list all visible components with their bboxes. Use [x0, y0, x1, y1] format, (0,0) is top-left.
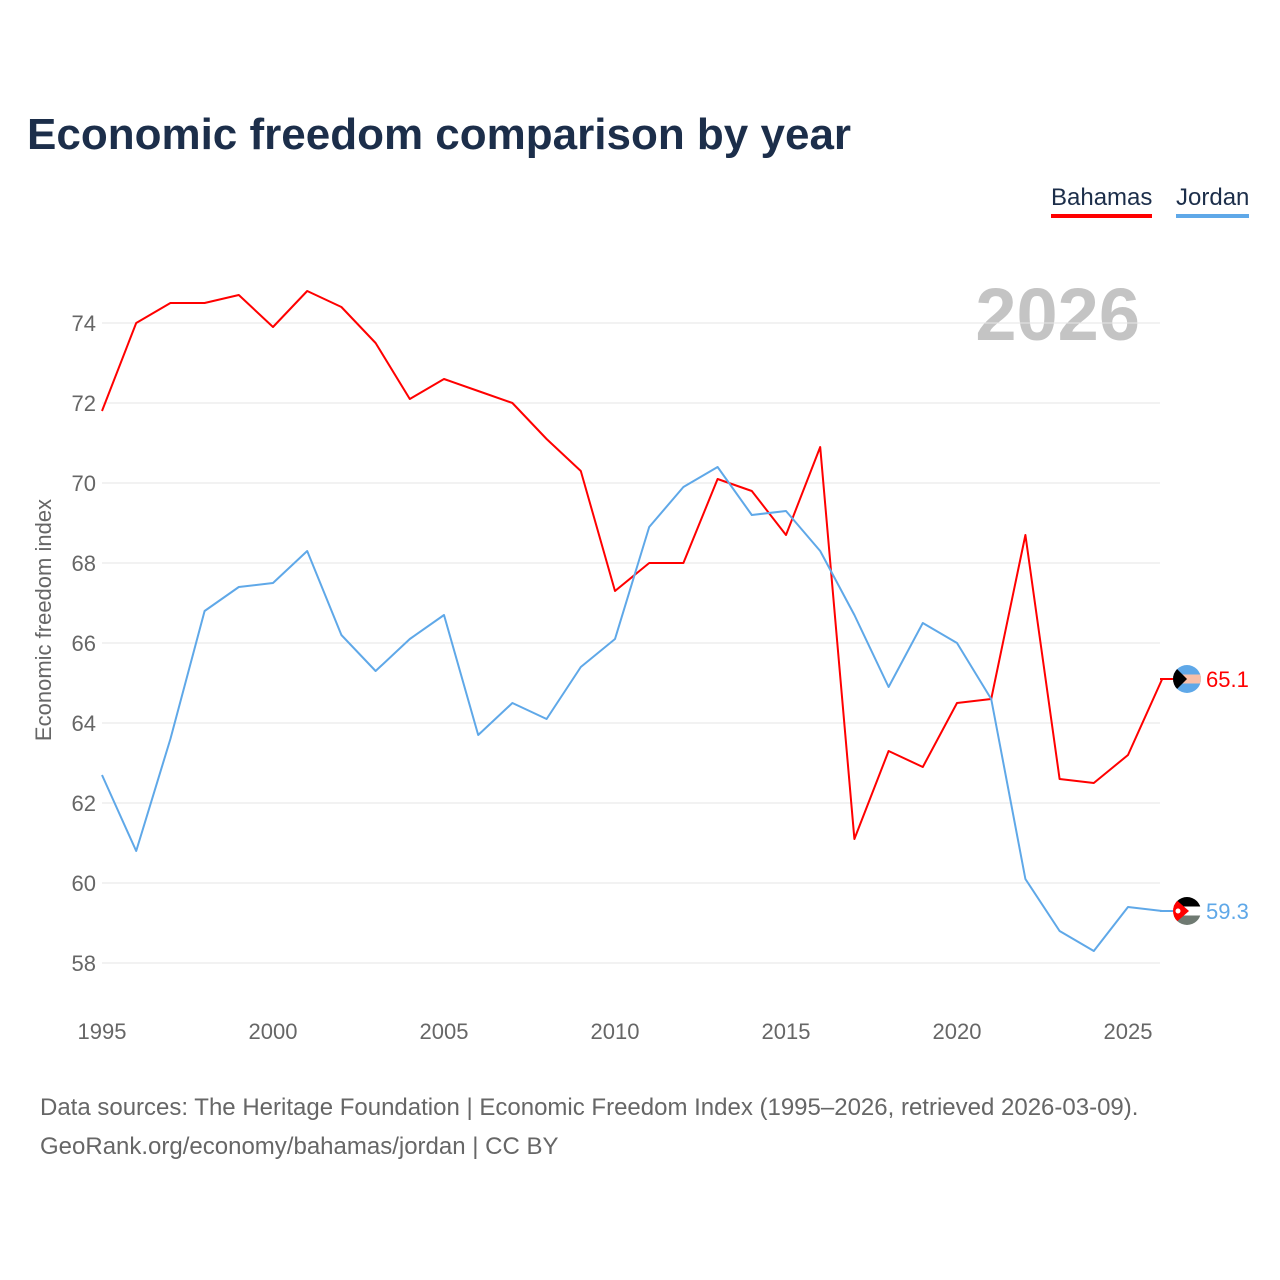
- y-tick-label: 64: [72, 711, 96, 736]
- flag-triangle: [1173, 897, 1189, 925]
- y-tick-label: 62: [72, 791, 96, 816]
- y-tick-label: 72: [72, 391, 96, 416]
- legend-jordan[interactable]: Jordan: [1176, 184, 1250, 218]
- x-tick-label: 2000: [249, 1019, 298, 1044]
- source-link[interactable]: GeoRank.org/economy/bahamas/jordan | CC …: [40, 1133, 559, 1160]
- flag-star: [1175, 908, 1181, 914]
- x-tick-label: 2010: [591, 1019, 640, 1044]
- series-line-bahamas: [101, 290, 1164, 840]
- y-axis-label: Economic freedom index: [31, 499, 56, 741]
- flag-stripe: [1173, 897, 1201, 907]
- source-note: Data sources: The Heritage Foundation | …: [40, 1088, 1138, 1166]
- x-tick-label: 2005: [420, 1019, 469, 1044]
- y-tick-label: 74: [72, 311, 96, 336]
- x-tick-label: 2025: [1104, 1019, 1153, 1044]
- y-tick-label: 60: [72, 871, 96, 896]
- x-tick-label: 2015: [762, 1019, 811, 1044]
- end-value-label-bahamas: 65.1: [1206, 667, 1249, 692]
- legend-bahamas[interactable]: Bahamas: [1051, 184, 1153, 218]
- flag-body: [1173, 897, 1201, 925]
- flag-stripe: [1173, 915, 1201, 925]
- y-tick-label: 68: [72, 551, 96, 576]
- x-tick-label: 1995: [78, 1019, 127, 1044]
- y-tick-label: 70: [72, 471, 96, 496]
- source-line-1: Data sources: The Heritage Foundation | …: [40, 1094, 1139, 1121]
- y-tick-label: 66: [72, 631, 96, 656]
- year-watermark: 2026: [975, 273, 1140, 356]
- end-value-label-jordan: 59.3: [1206, 899, 1249, 924]
- flag-triangle: [1173, 665, 1187, 693]
- x-tick-label: 2020: [933, 1019, 982, 1044]
- line-chart: Economic freedom index 2026 58 60 62 64 66 68…: [31, 273, 1249, 1044]
- flag-bahamas-icon: [1173, 665, 1201, 693]
- flag-body: [1173, 665, 1201, 693]
- series-line-jordan: [101, 466, 1163, 952]
- y-tick-label: 58: [72, 951, 96, 976]
- chart-title: Economic freedom comparison by year: [27, 110, 852, 159]
- flag-jordan-icon: [1173, 897, 1201, 925]
